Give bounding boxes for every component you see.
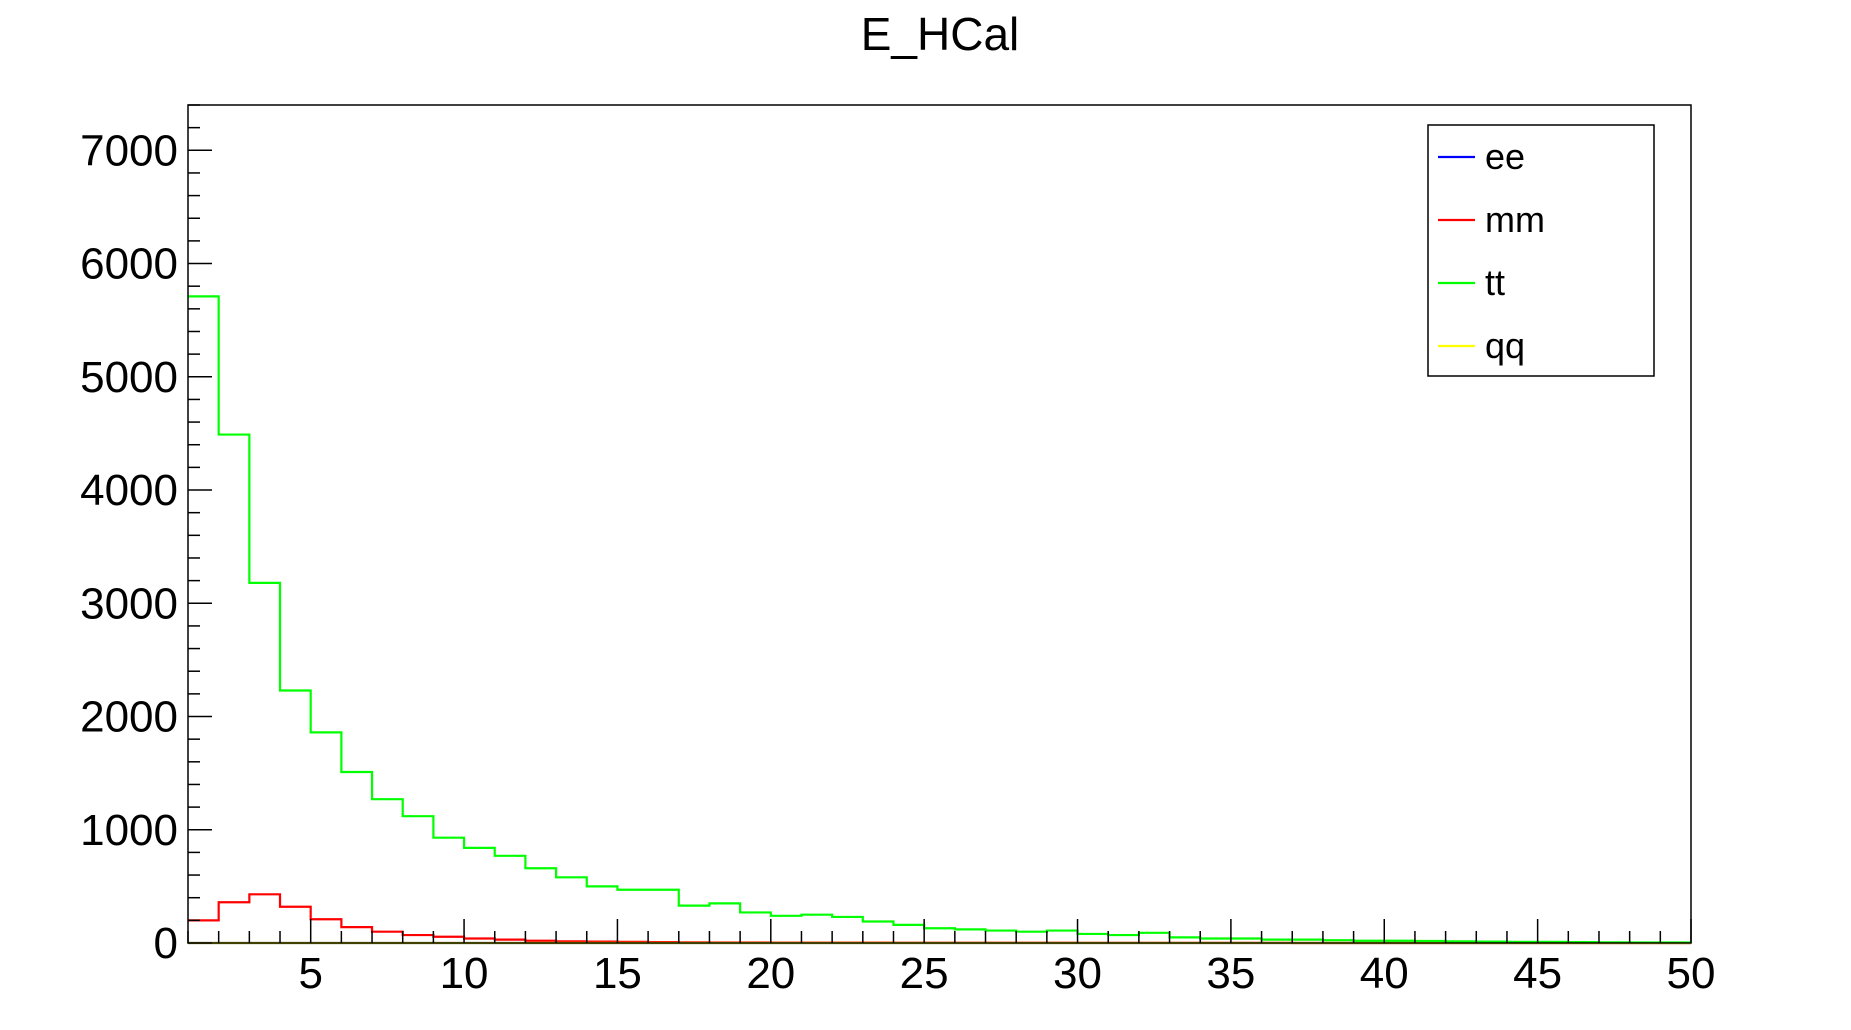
x-tick-label: 50 [1667, 949, 1716, 998]
legend: ee mm tt qq [1427, 124, 1655, 377]
x-tick-label: 5 [298, 949, 322, 998]
x-tick-label: 30 [1053, 949, 1102, 998]
legend-label-tt: tt [1485, 262, 1505, 303]
x-tick-label: 20 [746, 949, 795, 998]
x-tick-label: 40 [1360, 949, 1409, 998]
y-tick-label: 0 [154, 919, 178, 968]
x-tick-label: 45 [1513, 949, 1562, 998]
y-tick-label: 7000 [80, 126, 178, 175]
x-tick-label: 25 [900, 949, 949, 998]
plot-frame [187, 104, 1692, 944]
y-tick-label: 2000 [80, 693, 178, 742]
y-tick-label: 3000 [80, 579, 178, 628]
x-tick-label: 10 [440, 949, 489, 998]
y-tick-label: 5000 [80, 353, 178, 402]
y-tick-label: 4000 [80, 466, 178, 515]
legend-label-mm: mm [1485, 199, 1545, 240]
x-axis: 5 10 15 20 25 30 35 40 45 50 [187, 919, 1716, 998]
x-tick-label: 15 [593, 949, 642, 998]
legend-box [1427, 124, 1655, 377]
y-tick-label: 6000 [80, 240, 178, 289]
y-axis: 0 1000 2000 3000 4000 5000 6000 7000 [80, 104, 212, 968]
chart-title: E_HCal [861, 8, 1020, 60]
x-tick-label: 35 [1206, 949, 1255, 998]
legend-label-qq: qq [1485, 325, 1525, 366]
legend-label-ee: ee [1485, 136, 1525, 177]
y-tick-label: 1000 [80, 806, 178, 855]
